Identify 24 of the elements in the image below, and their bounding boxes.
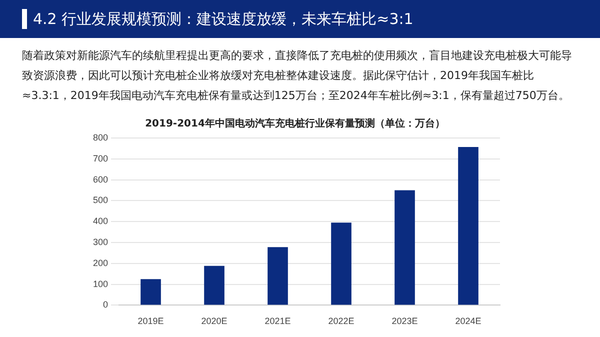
y-tick-label: 0 (103, 300, 108, 310)
chart-subtitle: 随着政策对新能源汽车的续航里程提出更高的要求，直接降低了充电桩的使用频次，盲目地建设充电桩极大可能导致资源浪费，因此可以预计充电桩企业将放缓对充电桩整体建设速度。据此保守估计，2019年我国车桩比≈3.3:1，2019年我国电动汽车充电桩保有量或达到125万台；至2024年车桩比例≈3:1，保有量超过750万台。 (22, 48, 573, 104)
chart-title: 4.2 行业发展规模预测：建设速度放缓，未来车桩比≈3:1 (33, 10, 414, 28)
x-tick-label: 2024E (455, 316, 482, 326)
y-tick-label: 400 (92, 216, 108, 226)
x-tick-label: 2020E (201, 316, 228, 326)
bar (268, 247, 288, 305)
y-tick-label: 700 (92, 153, 108, 164)
y-tick-label: 100 (92, 278, 108, 289)
y-tick-label: 600 (92, 174, 108, 184)
bar (204, 266, 224, 305)
text: 2019-2014年中国电动汽车充电桩行业保有量预测（单位：万台） (145, 118, 445, 130)
bar (394, 190, 415, 305)
x-tick-label: 2023E (392, 316, 418, 326)
y-tick-label: 200 (92, 258, 108, 268)
bar (331, 222, 352, 305)
y-tick-label: 500 (92, 195, 108, 206)
x-tick-label: 2022E (328, 316, 354, 326)
x-tick-label: 2019E (138, 316, 164, 326)
y-tick-label: 800 (92, 132, 108, 142)
bar (140, 279, 161, 305)
bar (458, 146, 478, 305)
y-tick-label: 300 (92, 236, 108, 247)
x-tick-label: 2021E (264, 316, 291, 326)
